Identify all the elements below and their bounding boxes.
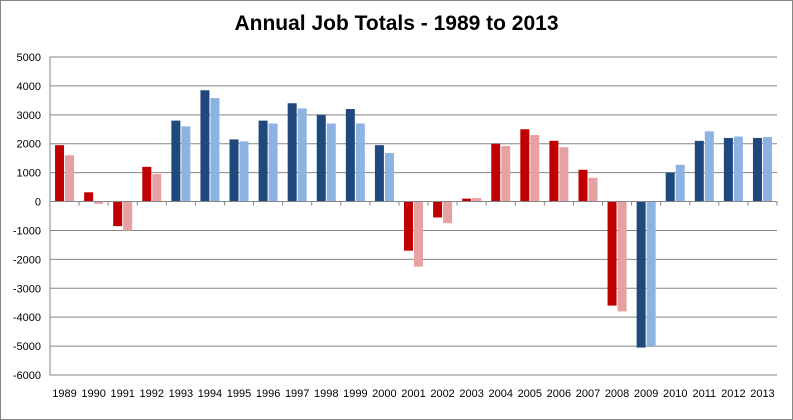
- y-tick-label: -5000: [13, 341, 41, 353]
- bar-2004-series-1: [491, 143, 501, 202]
- bar-1998-series-2: [326, 123, 336, 202]
- y-tick-label: -1000: [13, 225, 41, 237]
- x-tick-label: 2012: [721, 388, 745, 400]
- bar-2010-series-1: [665, 172, 675, 202]
- grid-lines: [50, 56, 777, 376]
- bar-2012-series-1: [723, 137, 733, 202]
- bar-1989-series-1: [55, 145, 65, 202]
- y-axis: 5000 4000 3000 2000 1000 0 -1000 -2000 -3000 -400…: [13, 52, 51, 382]
- bar-1999-series-1: [345, 109, 355, 202]
- bar-1993-series-2: [181, 126, 191, 202]
- x-tick-label: 1990: [81, 388, 105, 400]
- bar-2001-series-2: [414, 201, 423, 267]
- bar-2000-series-2: [384, 152, 394, 202]
- bar-2009-series-2: [646, 201, 656, 347]
- bar-1998-series-1: [316, 114, 326, 202]
- bar-2005-series-1: [520, 129, 530, 202]
- bar-1989-series-2: [65, 155, 75, 202]
- y-tick-label: 1000: [17, 168, 41, 180]
- y-tick-label: -2000: [13, 254, 41, 266]
- bar-1991-series-2: [123, 201, 133, 231]
- bar-1995-series-2: [239, 141, 249, 202]
- x-tick-label: 1992: [140, 388, 164, 400]
- x-tick-label: 1991: [110, 388, 134, 400]
- y-tick-label: -3000: [13, 283, 41, 295]
- x-tick-label: 1989: [52, 388, 76, 400]
- bar-2013-series-1: [752, 137, 762, 202]
- bar-1992-series-1: [142, 166, 152, 202]
- bar-2006-series-1: [549, 140, 559, 202]
- bar-1997-series-2: [297, 108, 307, 202]
- bar-2007-series-1: [578, 169, 588, 202]
- bar-1994-series-1: [200, 90, 210, 202]
- x-tick-label: 1998: [314, 388, 338, 400]
- bar-2008-series-2: [617, 201, 627, 312]
- x-tick-label: 1997: [285, 388, 309, 400]
- x-tick-label: 2013: [750, 388, 774, 400]
- x-tick-label: 2009: [634, 388, 658, 400]
- bar-2003-series-2: [472, 198, 482, 202]
- x-axis: 1989 1990 1991 1992 1993 1994 1995 1996 1997 1998…: [49, 201, 778, 400]
- bar-2006-series-2: [559, 147, 569, 202]
- x-tick-label: 2006: [547, 388, 571, 400]
- bar-2012-series-2: [733, 136, 743, 202]
- y-tick-label: -6000: [13, 370, 41, 382]
- bar-2013-series-2: [762, 137, 772, 202]
- chart-title: Annual Job Totals - 1989 to 2013: [234, 12, 559, 35]
- y-tick-label: -4000: [13, 312, 41, 324]
- bar-1996-series-1: [258, 120, 268, 202]
- bar-1993-series-1: [171, 120, 181, 202]
- bar-1997-series-1: [287, 103, 297, 202]
- x-tick-label: 2010: [663, 388, 687, 400]
- y-tick-label: 4000: [17, 81, 41, 93]
- bar-1992-series-2: [152, 174, 162, 202]
- bar-1995-series-1: [229, 139, 239, 202]
- bar-2004-series-2: [501, 146, 511, 202]
- x-tick-label: 1999: [343, 388, 367, 400]
- bar-1996-series-2: [268, 123, 278, 202]
- x-tick-label: 1996: [256, 388, 280, 400]
- x-tick-label: 2011: [692, 388, 716, 400]
- y-tick-label: 5000: [17, 52, 41, 64]
- bar-1991-series-1: [113, 201, 123, 227]
- x-tick-label: 2000: [372, 388, 396, 400]
- x-tick-label: 2003: [459, 388, 483, 400]
- bar-2003-series-1: [462, 198, 472, 202]
- bar-2001-series-1: [404, 201, 413, 251]
- bar-1990-series-1: [84, 192, 94, 202]
- x-tick-label: 2001: [401, 388, 425, 400]
- bar-1994-series-2: [210, 98, 220, 202]
- bar-2007-series-2: [588, 177, 598, 202]
- x-tick-label: 2008: [605, 388, 629, 400]
- bars: [55, 90, 772, 348]
- x-tick-label: 2004: [488, 388, 512, 400]
- bar-1990-series-2: [94, 201, 104, 204]
- bar-2005-series-2: [530, 135, 540, 202]
- x-tick-label: 2002: [430, 388, 454, 400]
- x-tick-label: 2007: [576, 388, 600, 400]
- x-tick-label: 1993: [169, 388, 193, 400]
- y-tick-label: 2000: [17, 139, 41, 151]
- bar-2002-series-1: [433, 201, 443, 218]
- x-tick-label: 2005: [518, 388, 542, 400]
- bar-2000-series-1: [374, 145, 384, 202]
- bar-2002-series-2: [443, 201, 453, 224]
- bar-2010-series-2: [675, 164, 685, 202]
- bar-2009-series-1: [636, 201, 646, 348]
- y-tick-label: 0: [35, 197, 41, 209]
- bar-2011-series-2: [704, 131, 714, 202]
- x-tick-label: 1995: [227, 388, 251, 400]
- bar-2008-series-1: [607, 201, 617, 306]
- bar-2011-series-1: [694, 140, 704, 202]
- y-tick-label: 3000: [17, 110, 41, 122]
- bar-1999-series-2: [355, 123, 365, 202]
- x-tick-label: 1994: [198, 388, 222, 400]
